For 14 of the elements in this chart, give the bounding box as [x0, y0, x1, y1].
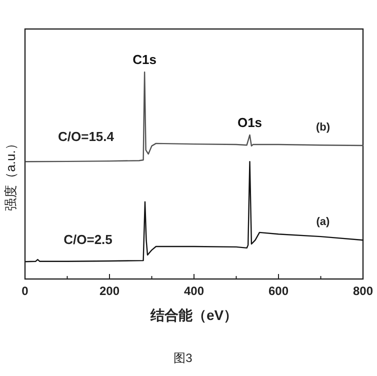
annotation: C/O=2.5	[64, 232, 112, 247]
x-tick-label: 800	[352, 284, 374, 298]
annotation: C/O=15.4	[58, 129, 115, 144]
y-axis-title: 强度（a.u.）	[3, 137, 18, 211]
series-label: (b)	[316, 122, 330, 134]
caption: 图3	[174, 351, 193, 365]
x-tick-label: 400	[184, 284, 204, 298]
annotation: C1s	[132, 52, 156, 68]
x-tick-label: 600	[268, 284, 289, 298]
x-tick-label: 200	[99, 284, 120, 298]
x-axis-title: 结合能（eV）	[149, 307, 238, 323]
x-tick-label: 0	[22, 284, 29, 298]
series-label: (a)	[316, 216, 330, 228]
annotation: O1s	[237, 114, 262, 130]
